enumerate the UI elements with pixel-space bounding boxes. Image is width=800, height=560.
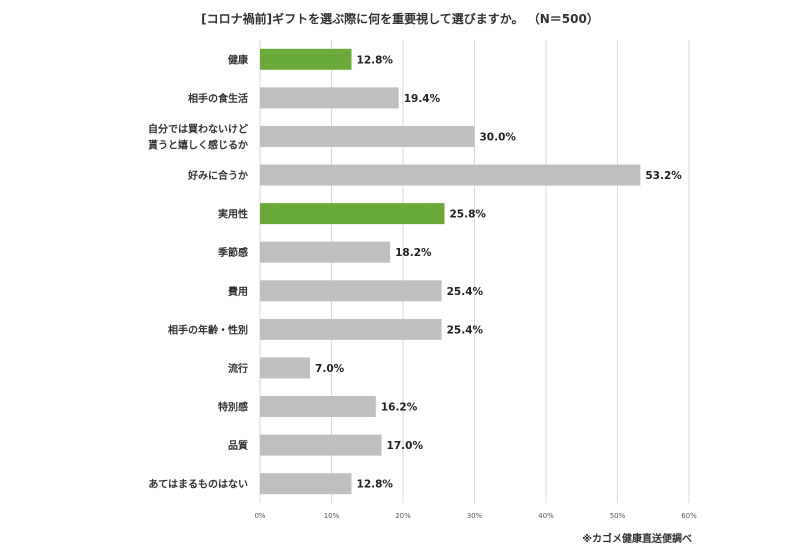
value-label: 19.4% bbox=[404, 93, 441, 105]
bar bbox=[260, 357, 311, 379]
x-tick-label: 0% bbox=[254, 512, 265, 520]
value-label: 12.8% bbox=[357, 479, 394, 491]
x-tick-label: 10% bbox=[324, 512, 340, 520]
category-label: 品質 bbox=[228, 439, 248, 452]
value-label: 25.8% bbox=[449, 209, 486, 221]
x-tick-label: 50% bbox=[610, 512, 626, 520]
value-label: 25.4% bbox=[447, 324, 484, 336]
bar bbox=[260, 434, 382, 456]
category-label: 実用性 bbox=[218, 208, 248, 221]
bar bbox=[260, 241, 391, 263]
x-tick-label: 60% bbox=[681, 512, 697, 520]
x-tick-label: 30% bbox=[467, 512, 483, 520]
value-label: 7.0% bbox=[315, 363, 345, 375]
bar bbox=[260, 125, 475, 147]
value-label: 25.4% bbox=[447, 286, 484, 298]
category-label: 相手の年齢・性別 bbox=[168, 323, 248, 336]
category-label: 健康 bbox=[228, 53, 249, 66]
category-label: 自分では買わないけど bbox=[148, 122, 248, 135]
value-label: 30.0% bbox=[480, 131, 517, 143]
x-tick-label: 20% bbox=[395, 512, 411, 520]
value-label: 12.8% bbox=[357, 54, 394, 66]
category-label: 流行 bbox=[228, 362, 248, 375]
x-tick-label: 40% bbox=[538, 512, 554, 520]
bar bbox=[260, 203, 445, 225]
bar bbox=[260, 318, 442, 340]
bar bbox=[260, 280, 442, 302]
category-label: 特別感 bbox=[218, 401, 248, 414]
value-label: 53.2% bbox=[645, 170, 682, 182]
category-label: あてはまるものはない bbox=[148, 478, 248, 491]
value-label: 18.2% bbox=[395, 247, 432, 259]
chart-title: [コロナ禍前]ギフトを選ぶ際に何を重要視して選びますか。 （N＝500） bbox=[201, 12, 599, 26]
category-label: 好みに合うか bbox=[187, 169, 248, 182]
category-label: 貰うと嬉しく感じるか bbox=[148, 138, 248, 151]
source-note: ※カゴメ健康直送便調べ bbox=[582, 534, 692, 545]
bar bbox=[260, 48, 352, 70]
bar bbox=[260, 396, 376, 418]
value-label: 17.0% bbox=[387, 440, 424, 452]
category-label: 相手の食生活 bbox=[188, 92, 248, 105]
category-label: 季節感 bbox=[217, 246, 248, 259]
category-label: 費用 bbox=[228, 285, 248, 298]
bar bbox=[260, 164, 641, 186]
value-label: 16.2% bbox=[381, 402, 418, 414]
bar bbox=[260, 473, 352, 495]
bar bbox=[260, 87, 399, 109]
